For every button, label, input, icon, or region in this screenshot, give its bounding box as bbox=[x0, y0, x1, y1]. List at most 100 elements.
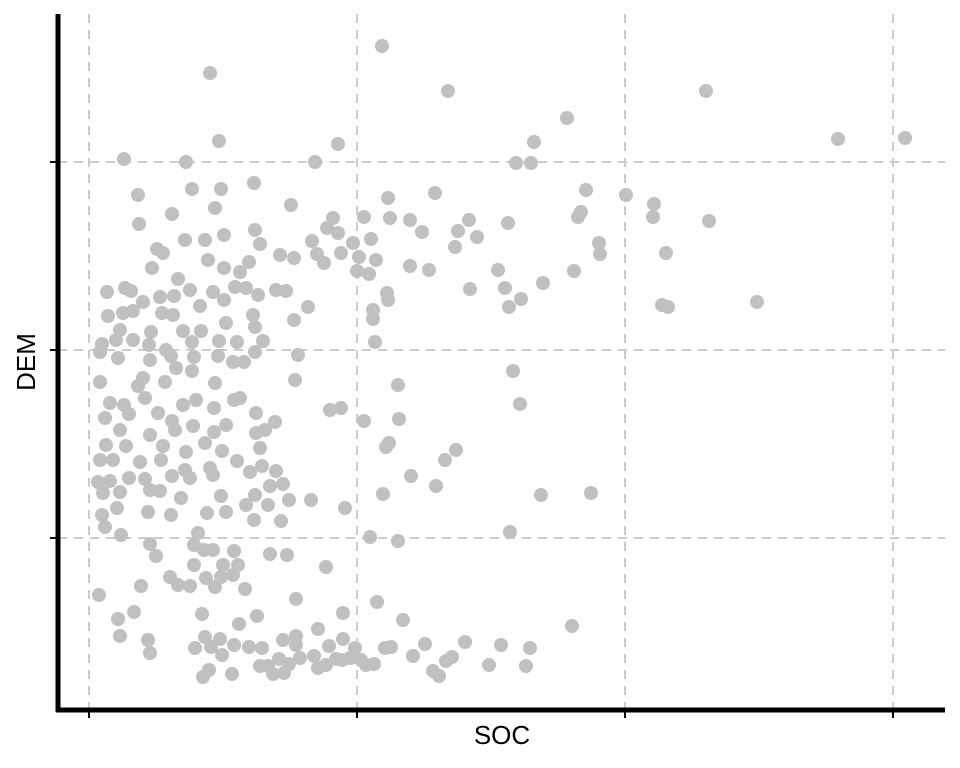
point bbox=[567, 264, 581, 278]
point bbox=[280, 548, 294, 562]
point bbox=[93, 375, 107, 389]
point bbox=[346, 236, 360, 250]
point bbox=[357, 210, 371, 224]
point bbox=[138, 391, 152, 405]
point bbox=[226, 355, 240, 369]
point bbox=[592, 236, 606, 250]
point bbox=[165, 207, 179, 221]
point bbox=[145, 261, 159, 275]
point bbox=[110, 501, 124, 515]
point bbox=[143, 353, 157, 367]
point bbox=[126, 333, 140, 347]
point bbox=[383, 211, 397, 225]
point bbox=[215, 444, 229, 458]
point bbox=[219, 418, 233, 432]
point bbox=[191, 526, 205, 540]
point bbox=[206, 468, 220, 482]
point bbox=[206, 543, 220, 557]
point bbox=[127, 605, 141, 619]
point bbox=[96, 486, 110, 500]
point bbox=[513, 397, 527, 411]
point bbox=[101, 309, 115, 323]
point bbox=[320, 221, 334, 235]
point bbox=[462, 213, 476, 227]
point bbox=[261, 498, 275, 512]
point bbox=[183, 471, 197, 485]
point bbox=[458, 635, 472, 649]
point bbox=[208, 376, 222, 390]
point bbox=[448, 240, 462, 254]
point bbox=[171, 578, 185, 592]
point bbox=[396, 613, 410, 627]
point bbox=[428, 186, 442, 200]
point bbox=[149, 549, 163, 563]
point bbox=[164, 508, 178, 522]
point bbox=[91, 475, 105, 489]
point bbox=[207, 425, 221, 439]
point bbox=[335, 653, 349, 667]
point bbox=[165, 469, 179, 483]
point bbox=[233, 391, 247, 405]
x-axis-title: SOC bbox=[474, 720, 530, 750]
point bbox=[370, 595, 384, 609]
point bbox=[196, 670, 210, 684]
point bbox=[255, 641, 269, 655]
point bbox=[242, 255, 256, 269]
point bbox=[336, 632, 350, 646]
point bbox=[646, 210, 660, 224]
point bbox=[247, 513, 261, 527]
point bbox=[207, 401, 221, 415]
point bbox=[179, 155, 193, 169]
point bbox=[451, 224, 465, 238]
point bbox=[391, 534, 405, 548]
point bbox=[106, 453, 120, 467]
point bbox=[334, 401, 348, 415]
point bbox=[122, 471, 136, 485]
point bbox=[527, 135, 541, 149]
point bbox=[204, 640, 218, 654]
point bbox=[174, 491, 188, 505]
point bbox=[449, 443, 463, 457]
point bbox=[406, 649, 420, 663]
point bbox=[194, 324, 208, 338]
point bbox=[519, 659, 533, 673]
point bbox=[98, 520, 112, 534]
point bbox=[239, 498, 253, 512]
point bbox=[336, 606, 350, 620]
point bbox=[506, 364, 520, 378]
point bbox=[350, 264, 364, 278]
point bbox=[227, 544, 241, 558]
point bbox=[317, 256, 331, 270]
point bbox=[432, 669, 446, 683]
point bbox=[217, 293, 231, 307]
point bbox=[113, 629, 127, 643]
point bbox=[338, 501, 352, 515]
point bbox=[176, 324, 190, 338]
point bbox=[117, 152, 131, 166]
point bbox=[185, 335, 199, 349]
point bbox=[702, 214, 716, 228]
point bbox=[363, 530, 377, 544]
point bbox=[565, 619, 579, 633]
point bbox=[503, 525, 517, 539]
point bbox=[219, 505, 233, 519]
point bbox=[274, 514, 288, 528]
point bbox=[189, 393, 203, 407]
point bbox=[169, 361, 183, 375]
point bbox=[143, 428, 157, 442]
point bbox=[228, 280, 242, 294]
point bbox=[501, 216, 515, 230]
point bbox=[514, 292, 528, 306]
point bbox=[470, 230, 484, 244]
point bbox=[308, 155, 322, 169]
point bbox=[164, 349, 178, 363]
point bbox=[176, 398, 190, 412]
point bbox=[750, 295, 764, 309]
point bbox=[93, 453, 107, 467]
point bbox=[253, 441, 267, 455]
point bbox=[253, 237, 267, 251]
point bbox=[289, 638, 303, 652]
point bbox=[132, 217, 146, 231]
point bbox=[214, 489, 228, 503]
point bbox=[198, 233, 212, 247]
